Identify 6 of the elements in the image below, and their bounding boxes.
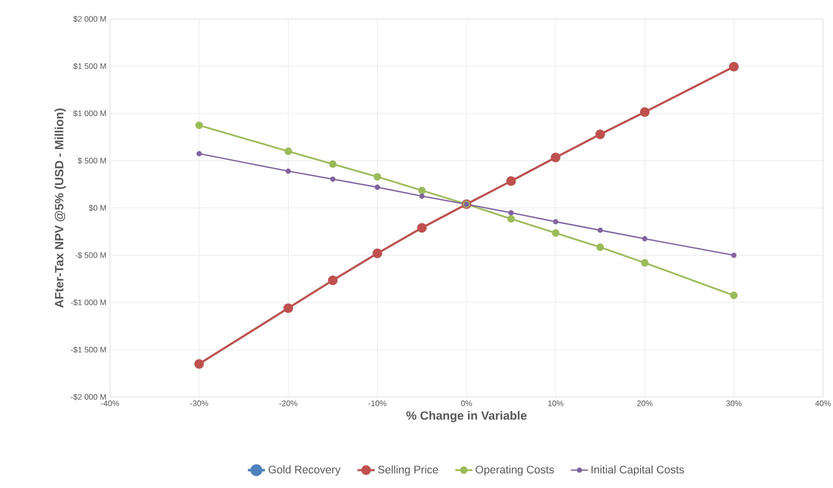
legend-label: Selling Price [378, 465, 438, 476]
legend-label: Gold Recovery [268, 465, 341, 476]
y-axis-title: AFter-Tax NPV @5% (USD - Million) [54, 108, 66, 308]
legend-label: Initial Capital Costs [592, 465, 684, 476]
x-axis-title: % Change in Variable [406, 411, 527, 422]
legend-label: Operating Costs [476, 465, 554, 476]
